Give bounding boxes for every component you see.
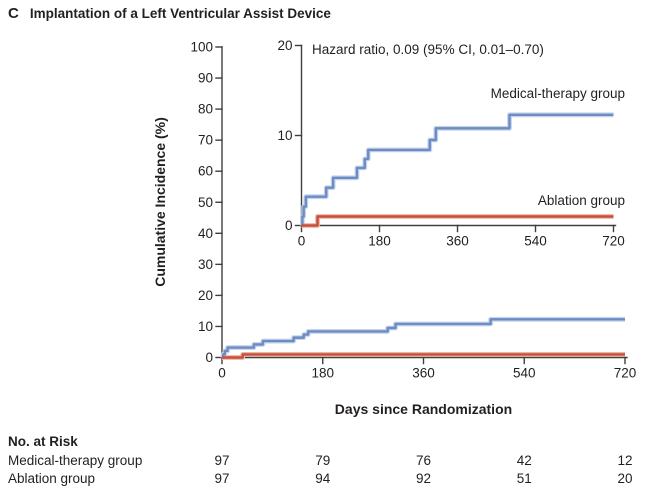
risk-value: 92	[415, 471, 432, 486]
panel-letter: C	[8, 5, 19, 22]
y-tick-label: 0	[205, 350, 213, 365]
hazard-ratio-annotation: Hazard ratio, 0.09 (95% CI, 0.01–0.70)	[312, 42, 544, 57]
x-tick-label: 180	[368, 234, 391, 249]
risk-value: 76	[415, 453, 432, 468]
y-tick-label: 20	[277, 38, 292, 53]
y-tick-label: 20	[198, 288, 213, 303]
risk-row-label-ablation: Ablation group	[8, 471, 96, 486]
y-tick-label: 90	[198, 71, 213, 86]
medical-therapy-curve-halo	[299, 112, 614, 228]
y-tick-label: 80	[198, 102, 213, 117]
y-tick-label: 70	[198, 133, 213, 148]
cumulative-incidence-chart: 0 10 20 30 40 50 60 70 80 90 100 0 180 360 540 720 0 10 20…	[190, 38, 636, 381]
y-tick-label: 60	[198, 164, 213, 179]
y-tick-label: 50	[198, 195, 213, 210]
x-tick-label: 0	[218, 366, 226, 381]
series-label-medical-therapy: Medical-therapy group	[490, 86, 625, 101]
risk-value: 51	[516, 471, 532, 486]
risk-value: 12	[617, 453, 633, 468]
x-axis-title: Days since Randomization	[334, 401, 513, 417]
panel-title: Implantation of a Left Ventricular Assis…	[29, 6, 331, 21]
y-tick-label: 10	[198, 319, 213, 334]
medical-therapy-curve	[301, 113, 614, 227]
risk-value: 94	[315, 471, 331, 486]
x-tick-label: 0	[298, 234, 306, 249]
x-tick-label: 180	[311, 366, 334, 381]
panel-header: C Implantation of a Left Ventricular Ass…	[8, 5, 331, 22]
y-axis-title: Cumulative Incidence (%)	[152, 117, 168, 287]
y-tick-label: 100	[190, 40, 213, 55]
risk-value: 20	[617, 471, 633, 486]
medical-therapy-curve	[221, 318, 625, 359]
x-tick-label: 720	[602, 234, 625, 249]
risk-value: 97	[214, 471, 230, 486]
y-tick-label: 30	[198, 257, 213, 272]
ablation-curve	[301, 215, 614, 227]
x-tick-label: 360	[446, 234, 469, 249]
inset-chart: 0 10 20 0 180 360 540 720	[277, 38, 624, 249]
y-tick-label: 40	[198, 226, 213, 241]
x-tick-label: 360	[412, 366, 435, 381]
series-label-ablation: Ablation group	[537, 193, 625, 208]
x-tick-label: 720	[614, 366, 637, 381]
risk-row-label-medical-therapy: Medical-therapy group	[8, 453, 143, 468]
ablation-curve	[222, 353, 625, 359]
x-tick-label: 540	[513, 366, 536, 381]
risk-value: 42	[516, 453, 532, 468]
risk-value: 79	[315, 453, 331, 468]
y-tick-label: 0	[285, 218, 293, 233]
y-tick-label: 10	[277, 128, 292, 143]
risk-value: 97	[214, 453, 230, 468]
risk-table-heading: No. at Risk	[8, 434, 78, 449]
x-tick-label: 540	[524, 234, 547, 249]
ablation-curve-halo	[301, 214, 614, 228]
